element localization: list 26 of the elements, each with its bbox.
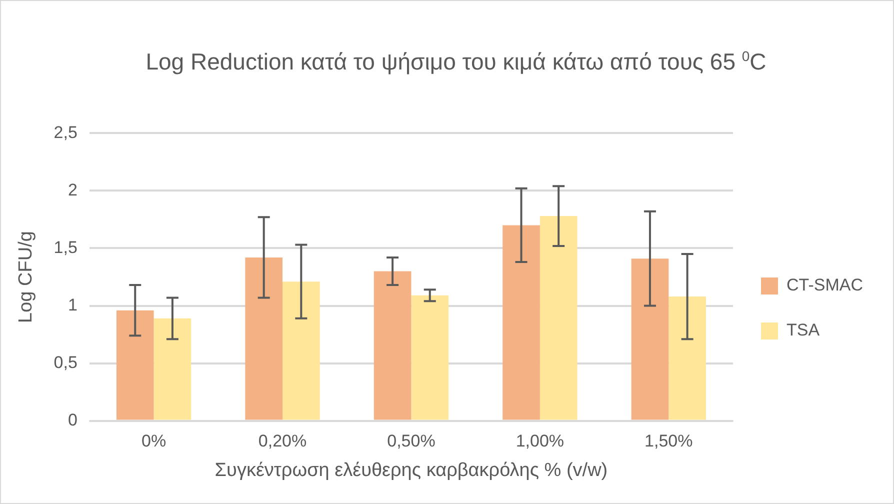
- y-tick-label: 0,5: [54, 352, 78, 372]
- y-tick-label: 1: [68, 295, 78, 314]
- bar: [540, 216, 578, 420]
- bar: [631, 258, 669, 420]
- bar: [668, 296, 706, 420]
- bar: [116, 310, 154, 420]
- bar: [411, 295, 449, 420]
- bar: [154, 318, 192, 420]
- x-tick-label: 0%: [142, 432, 166, 451]
- bar: [245, 257, 283, 420]
- x-tick-label: 0,20%: [258, 432, 307, 451]
- bar: [282, 282, 320, 420]
- x-tick-label: 1,50%: [644, 432, 693, 451]
- y-tick-label: 1,5: [54, 238, 78, 257]
- y-tick-label: 2,5: [54, 122, 78, 142]
- bar: [502, 225, 540, 420]
- x-axis-title: Συγκέντρωση ελέυθερης καρβακρόλης % (v/w): [214, 460, 608, 481]
- x-tick-label: 0,50%: [387, 432, 436, 451]
- chart-title: Log Reduction κατά το ψήσιμο του κιμά κάτω από τους 65 $^{0}$C: [144, 47, 768, 77]
- y-axis-title: Log CFU/g: [16, 231, 37, 323]
- bar: [374, 271, 412, 420]
- legend-label: CT-SMAC: [786, 276, 863, 295]
- y-tick-label: 2: [68, 180, 78, 200]
- x-tick-label: 1,00%: [516, 432, 564, 451]
- legend-label: TSA: [786, 320, 820, 340]
- y-tick-label: 0: [68, 410, 78, 430]
